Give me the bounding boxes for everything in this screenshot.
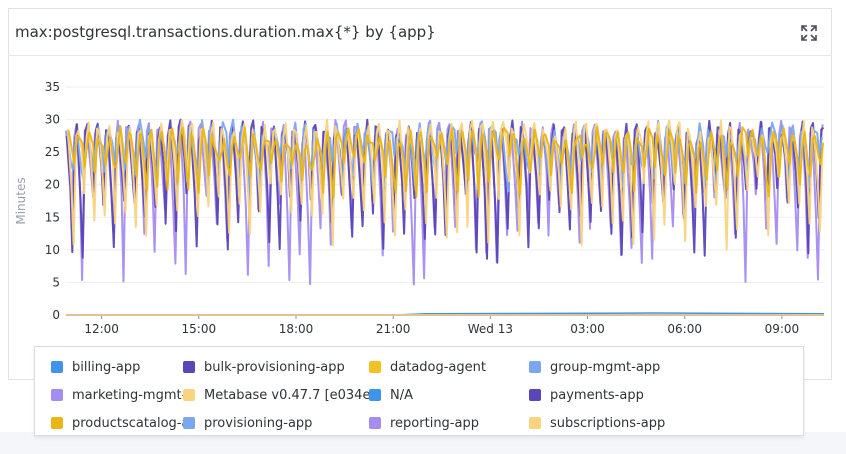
title-divider xyxy=(9,55,831,56)
y-tick-label: 20 xyxy=(45,178,60,192)
y-tick-label: 5 xyxy=(52,275,60,289)
y-axis-label: Minutes xyxy=(14,177,28,224)
y-tick-label: 25 xyxy=(45,145,60,159)
y-tick-label: 35 xyxy=(45,80,60,94)
legend-swatch xyxy=(183,361,195,373)
legend-label: marketing-mgmt-app xyxy=(72,387,183,403)
legend-item[interactable]: payments-app xyxy=(529,381,729,409)
legend-swatch xyxy=(51,389,63,401)
x-tick-label: 03:00 xyxy=(570,322,605,336)
legend-label: provisioning-app xyxy=(204,415,313,431)
legend-swatch xyxy=(529,389,541,401)
legend-swatch xyxy=(369,417,381,429)
y-tick-label: 30 xyxy=(45,113,60,127)
legend-swatch xyxy=(369,389,381,401)
legend-item[interactable]: billing-app xyxy=(51,353,183,381)
legend-item[interactable]: bulk-provisioning-app xyxy=(183,353,369,381)
legend-item[interactable]: datadog-agent xyxy=(369,353,529,381)
legend-label: productscatalog-app xyxy=(72,415,183,431)
legend-label: reporting-app xyxy=(390,415,479,431)
legend-swatch xyxy=(183,417,195,429)
x-tick-label: 21:00 xyxy=(376,322,411,336)
y-tick-label: 15 xyxy=(45,210,60,224)
y-tick-label: 0 xyxy=(52,308,60,322)
x-tick-label: 09:00 xyxy=(765,322,800,336)
legend-label: N/A xyxy=(390,387,413,403)
legend-item[interactable]: Metabase v0.47.7 [e034ea49-6f48-4... xyxy=(183,381,369,409)
y-tick-label: 10 xyxy=(45,243,60,257)
x-tick-label: 18:00 xyxy=(279,322,314,336)
legend-swatch xyxy=(51,361,63,373)
legend-label: bulk-provisioning-app xyxy=(204,359,345,375)
legend-label: subscriptions-app xyxy=(550,415,666,431)
legend-label: Metabase v0.47.7 [e034ea49-6f48-4... xyxy=(204,387,369,403)
legend-item[interactable]: subscriptions-app xyxy=(529,409,729,437)
legend-swatch xyxy=(529,417,541,429)
x-tick-label: 15:00 xyxy=(182,322,217,336)
legend-swatch xyxy=(51,417,63,429)
legend-swatch xyxy=(369,361,381,373)
chart-legend: billing-app bulk-provisioning-app datadog-… xyxy=(34,346,804,436)
legend-item[interactable]: group-mgmt-app xyxy=(529,353,729,381)
legend-label: datadog-agent xyxy=(390,359,486,375)
legend-item[interactable]: N/A xyxy=(369,381,529,409)
legend-item[interactable]: productscatalog-app xyxy=(51,409,183,437)
x-tick-label: 06:00 xyxy=(667,322,702,336)
x-tick-label: 12:00 xyxy=(84,322,119,336)
bottom-band xyxy=(0,432,846,454)
x-tick-label: Wed 13 xyxy=(468,322,513,336)
series-line-productscatalog-app xyxy=(67,125,825,199)
legend-item[interactable]: marketing-mgmt-app xyxy=(51,381,183,409)
widget-title: max:postgresql.transactions.duration.max… xyxy=(15,23,436,41)
legend-item[interactable]: reporting-app xyxy=(369,409,529,437)
expand-icon[interactable] xyxy=(799,23,819,43)
legend-item[interactable]: provisioning-app xyxy=(183,409,369,437)
legend-label: billing-app xyxy=(72,359,141,375)
legend-swatch xyxy=(183,389,195,401)
legend-swatch xyxy=(529,361,541,373)
legend-label: group-mgmt-app xyxy=(550,359,661,375)
legend-label: payments-app xyxy=(550,387,644,403)
